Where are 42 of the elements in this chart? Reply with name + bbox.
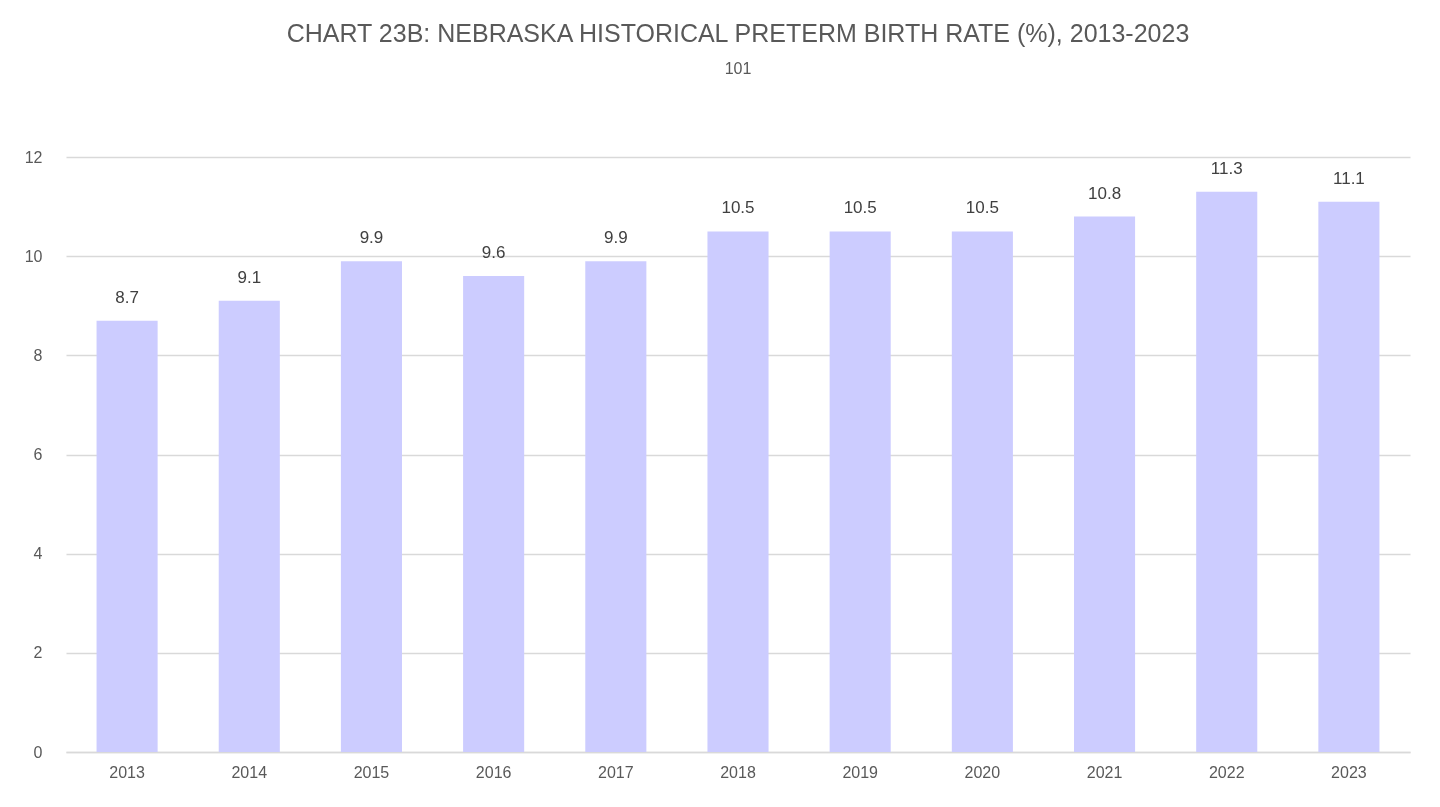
bar xyxy=(218,300,280,752)
data-label: 10.5 xyxy=(843,198,877,218)
y-tick-label: 10 xyxy=(24,247,43,265)
data-label: 9.1 xyxy=(237,267,262,287)
y-tick-label: 0 xyxy=(33,743,43,761)
y-tick-label: 8 xyxy=(33,346,43,364)
x-tick-label: 2020 xyxy=(964,763,1001,781)
x-tick-label: 2016 xyxy=(475,763,512,781)
bar xyxy=(1318,201,1380,752)
bar xyxy=(1074,216,1136,752)
bar xyxy=(1196,191,1258,752)
y-tick-label: 4 xyxy=(33,545,43,563)
bar xyxy=(707,231,769,752)
data-label: 9.9 xyxy=(604,228,628,248)
chart-subtitle: 101 xyxy=(724,60,752,77)
bar xyxy=(340,261,402,752)
data-label: 11.1 xyxy=(1332,168,1365,188)
data-label: 9.6 xyxy=(481,243,506,262)
y-tick-label: 2 xyxy=(33,644,43,662)
x-tick-label: 2023 xyxy=(1331,763,1367,781)
data-label: 10.5 xyxy=(965,198,999,218)
bar xyxy=(829,231,891,752)
x-tick-label: 2021 xyxy=(1086,763,1123,781)
bar xyxy=(463,276,525,752)
y-tick-label: 12 xyxy=(24,148,43,166)
x-tick-label: 2019 xyxy=(842,763,879,781)
data-label: 11.3 xyxy=(1210,158,1243,178)
y-tick-label: 6 xyxy=(33,446,43,463)
x-tick-label: 2022 xyxy=(1208,763,1245,781)
bar xyxy=(585,261,647,752)
chart-title: CHART 23B: NEBRASKA HISTORICAL PRETERM BIRTH RATE (%), 2013-2023 xyxy=(286,19,1190,47)
data-label: 8.7 xyxy=(115,287,139,307)
data-label: 9.9 xyxy=(359,228,384,248)
bar xyxy=(951,231,1013,752)
x-tick-label: 2014 xyxy=(231,763,268,781)
data-label: 10.5 xyxy=(721,198,755,218)
x-tick-label: 2018 xyxy=(720,763,756,781)
x-tick-label: 2015 xyxy=(353,763,390,781)
bar xyxy=(96,320,158,752)
x-tick-label: 2017 xyxy=(598,763,634,781)
data-label: 10.8 xyxy=(1088,183,1122,203)
x-tick-label: 2013 xyxy=(109,763,145,781)
